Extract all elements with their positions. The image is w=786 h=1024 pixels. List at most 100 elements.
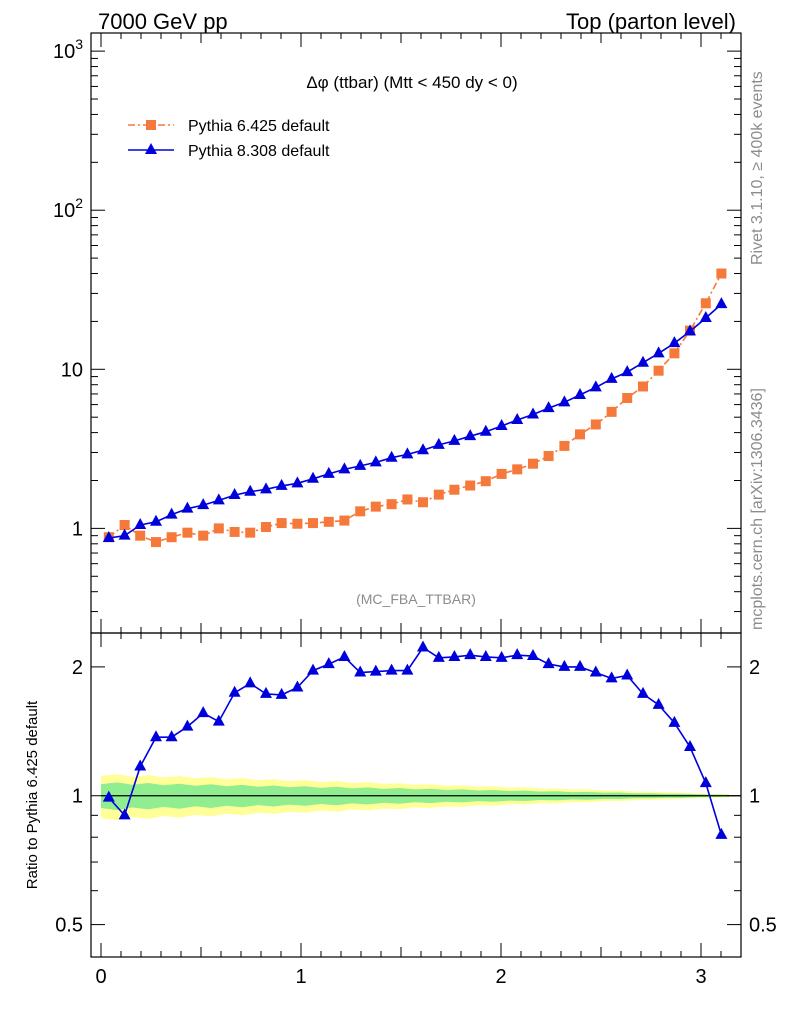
data-point-pythia6 xyxy=(622,393,633,404)
data-point-pythia6 xyxy=(151,537,161,548)
data-point-pythia8 xyxy=(621,365,634,377)
ratio-point-pythia8 xyxy=(260,686,272,698)
data-point-pythia8 xyxy=(684,324,696,336)
ratio-ylabel: Ratio to Pythia 6.425 default xyxy=(24,700,41,889)
data-point-pythia8 xyxy=(637,355,649,367)
data-point-pythia8 xyxy=(291,476,304,488)
data-point-pythia8 xyxy=(464,429,477,441)
data-point-pythia8 xyxy=(668,336,681,348)
data-point-pythia6 xyxy=(653,365,664,376)
data-point-pythia6 xyxy=(449,484,460,495)
data-point-pythia6 xyxy=(355,506,366,517)
legend: Pythia 6.425 default Pythia 8.308 defaul… xyxy=(128,118,330,160)
data-point-pythia8 xyxy=(322,466,335,478)
ratio-uncertainty-band xyxy=(101,774,741,821)
ratio-point-pythia8 xyxy=(228,685,241,697)
data-point-pythia6 xyxy=(213,523,224,534)
ratio-plot-frame xyxy=(90,632,742,958)
ratio-point-pythia8 xyxy=(102,790,115,802)
ratio-point-pythia8 xyxy=(385,663,398,675)
ratio-point-pythia8 xyxy=(165,730,178,742)
ratio-point-pythia8 xyxy=(307,663,319,675)
data-point-pythia8 xyxy=(181,501,194,513)
data-point-pythia8 xyxy=(605,371,618,383)
main-ytick-label: 102 xyxy=(53,195,83,222)
ratio-point-pythia8 xyxy=(369,664,382,676)
ratio-ytick-label: 1 xyxy=(72,786,83,808)
legend-marker-pythia6 xyxy=(146,120,156,130)
ratio-point-pythia8 xyxy=(605,671,618,683)
data-point-pythia6 xyxy=(386,499,397,510)
data-point-pythia8 xyxy=(574,387,586,399)
ratio-point-pythia8 xyxy=(417,640,429,652)
data-point-pythia8 xyxy=(260,482,272,494)
main-ytick-label: 1 xyxy=(72,518,83,540)
ratio-point-pythia8 xyxy=(118,808,131,820)
mcplots-credit-text: mcplots.cern.ch [arXiv:1306.3436] xyxy=(749,388,766,630)
ratio-point-pythia8 xyxy=(401,663,414,675)
data-point-pythia8 xyxy=(275,478,288,490)
main-axis-ticks: 1 10 102 103 xyxy=(53,33,742,633)
series-line-pythia8 xyxy=(108,303,722,539)
data-point-pythia6 xyxy=(465,480,476,491)
data-point-pythia6 xyxy=(370,501,381,512)
data-point-pythia6 xyxy=(496,468,507,479)
data-point-pythia6 xyxy=(528,458,538,469)
data-point-pythia6 xyxy=(543,451,554,462)
ratio-point-pythia8 xyxy=(212,714,225,726)
ratio-point-pythia8 xyxy=(621,668,634,680)
data-point-pythia8 xyxy=(527,407,539,419)
ratio-point-pythia8 xyxy=(495,650,508,662)
ratio-point-pythia8 xyxy=(668,715,681,727)
data-point-pythia6 xyxy=(716,268,727,279)
data-point-pythia8 xyxy=(118,528,131,540)
data-point-pythia6 xyxy=(402,494,413,505)
data-point-pythia6 xyxy=(339,515,350,526)
ratio-point-pythia8 xyxy=(479,649,492,661)
data-point-pythia8 xyxy=(228,488,241,500)
data-point-pythia6 xyxy=(480,476,491,487)
data-point-pythia8 xyxy=(542,401,555,413)
data-point-pythia6 xyxy=(276,518,287,529)
data-point-pythia6 xyxy=(166,532,177,543)
ratio-point-pythia8 xyxy=(275,687,288,699)
data-point-pythia8 xyxy=(369,455,382,467)
xtick-label: 3 xyxy=(695,966,706,988)
rivet-version-text: Rivet 3.1.10, ≥ 400k events xyxy=(749,71,766,265)
data-point-pythia6 xyxy=(433,489,444,500)
data-point-pythia6 xyxy=(323,516,334,527)
data-point-pythia8 xyxy=(354,458,367,470)
ratio-point-pythia8 xyxy=(511,648,524,660)
ratio-point-pythia8 xyxy=(432,650,445,662)
data-point-pythia8 xyxy=(134,518,147,530)
data-point-pythia8 xyxy=(307,471,319,483)
ratio-ytick-label: 2 xyxy=(72,657,83,679)
header-left: 7000 GeV pp xyxy=(98,9,228,34)
data-point-pythia8 xyxy=(479,424,492,436)
data-point-pythia6 xyxy=(700,298,711,309)
data-point-pythia6 xyxy=(638,381,648,392)
data-point-pythia6 xyxy=(559,440,570,451)
ratio-point-pythia8 xyxy=(134,759,147,771)
series-pythia8-ratio xyxy=(102,640,728,839)
data-point-pythia8 xyxy=(212,493,225,505)
ratio-point-pythia8 xyxy=(684,739,696,751)
series-pythia6-main xyxy=(103,268,727,548)
data-point-pythia6 xyxy=(575,429,585,440)
ratio-ytick-label-right: 2 xyxy=(749,657,760,679)
data-point-pythia8 xyxy=(338,462,351,474)
ratio-point-pythia8 xyxy=(322,657,335,669)
data-point-pythia8 xyxy=(417,443,429,455)
data-point-pythia6 xyxy=(512,464,523,475)
ratio-point-pythia8 xyxy=(181,719,194,731)
data-point-pythia6 xyxy=(606,406,617,417)
ratio-point-pythia8 xyxy=(338,649,351,661)
data-point-pythia8 xyxy=(197,498,210,510)
ratio-point-pythia8 xyxy=(542,657,555,669)
legend-marker-pythia8 xyxy=(145,143,157,154)
ratio-point-pythia8 xyxy=(527,649,539,661)
data-point-pythia6 xyxy=(198,530,209,541)
data-point-pythia8 xyxy=(102,531,115,543)
xtick-label: 2 xyxy=(495,966,506,988)
